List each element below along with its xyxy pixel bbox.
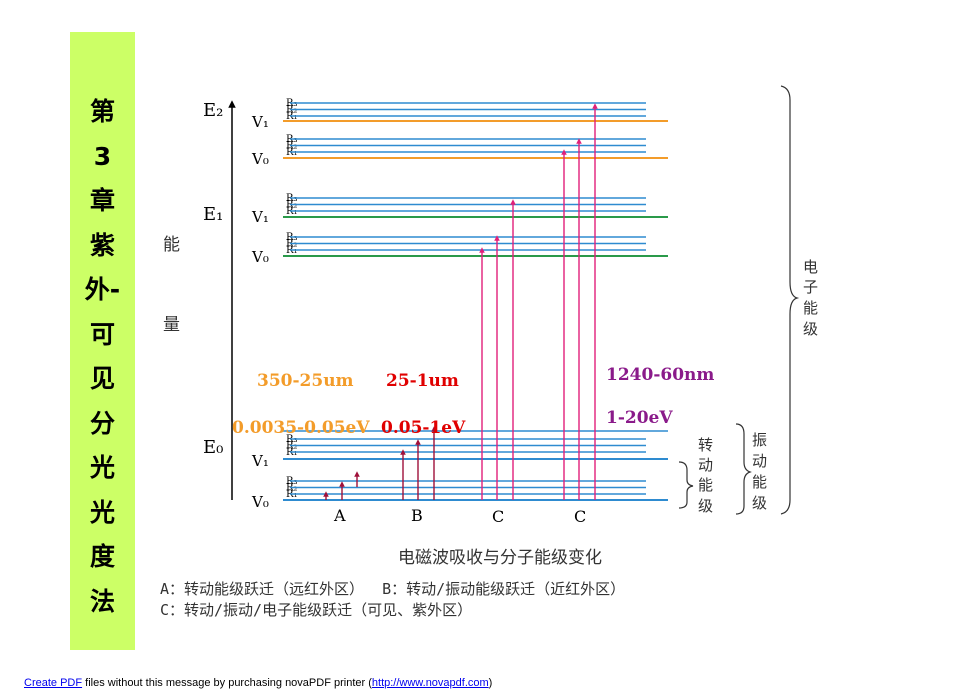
pdf-footer: Create PDF files without this message by… <box>24 677 492 689</box>
diagram-caption: 电磁波吸收与分子能级变化 <box>398 548 602 568</box>
title-char: 第 <box>89 97 115 126</box>
transition-label-c1: C <box>492 507 504 526</box>
rotational-brace-label: 转 动 能 级 <box>698 436 718 515</box>
vibrational-label: V₁ <box>251 113 269 131</box>
transition-label-c2: C <box>574 507 586 526</box>
transition-label-b: B <box>411 506 423 525</box>
title-char: 章 <box>89 186 115 215</box>
wavelength-a: 350-25um <box>257 371 354 391</box>
vibrational-label: V₁ <box>251 452 269 470</box>
title-char: 度 <box>89 542 115 571</box>
wavelength-c: 1240-60nm <box>606 365 714 385</box>
electronic-brace <box>780 85 800 515</box>
electronic-level-label: E₂ <box>203 100 223 121</box>
vibrational-label: V₀ <box>251 493 269 511</box>
electronic-level-label: E₁ <box>203 204 223 225</box>
title-char: 见 <box>89 364 115 393</box>
novapdf-link[interactable]: http://www.novapdf.com <box>371 677 489 689</box>
footer-text-end: ) <box>488 677 493 689</box>
energy-axis-label: 能 量 <box>163 235 185 335</box>
title-char: 3 <box>93 141 112 171</box>
energy-b: 0.05-1eV <box>381 418 466 438</box>
title-char: 外- <box>84 275 121 304</box>
title-char: 紫 <box>89 230 115 260</box>
energy-level-diagram: 能 量 E₂ E₁ E₀ V₁ V₀ V₁ V₀ V₁ V₀ R₁R₂R₃R₁R… <box>160 85 823 619</box>
vibrational-label: V₁ <box>251 208 269 226</box>
title-char: 可 <box>89 319 115 349</box>
rotational-brace <box>678 461 694 509</box>
create-pdf-link[interactable]: Create PDF <box>24 677 83 689</box>
vibrational-brace-label: 振 动 能 级 <box>752 431 772 512</box>
chapter-title: 第 3 章 紫 外- 可 见 分 光 光 度 法 <box>70 90 135 624</box>
electronic-brace-label: 电 子 能 级 <box>803 258 823 338</box>
energy-c: 1-20eV <box>606 408 673 428</box>
title-char: 法 <box>89 586 115 616</box>
title-char: 分 <box>89 408 115 438</box>
chapter-title-sidebar: 第 3 章 紫 外- 可 见 分 光 光 度 法 <box>70 32 135 650</box>
transition-label-a: A <box>333 506 346 525</box>
legend-line-2: C：转动/振动/电子能级跃迁（可见、紫外区） <box>160 601 472 619</box>
wavelength-b: 25-1um <box>386 371 459 391</box>
title-char: 光 <box>89 453 115 482</box>
title-char: 光 <box>89 497 115 527</box>
energy-a: 0.0035-0.05eV <box>232 418 370 438</box>
footer-text: files without this message by purchasing… <box>82 677 372 689</box>
vibrational-brace <box>735 423 752 515</box>
vibrational-label: V₀ <box>251 150 269 168</box>
vibrational-label: V₀ <box>251 248 269 266</box>
legend-line-1: A：转动能级跃迁（远红外区） B：转动/振动能级跃迁（近红外区） <box>160 580 625 598</box>
electronic-level-label: E₀ <box>203 437 223 458</box>
